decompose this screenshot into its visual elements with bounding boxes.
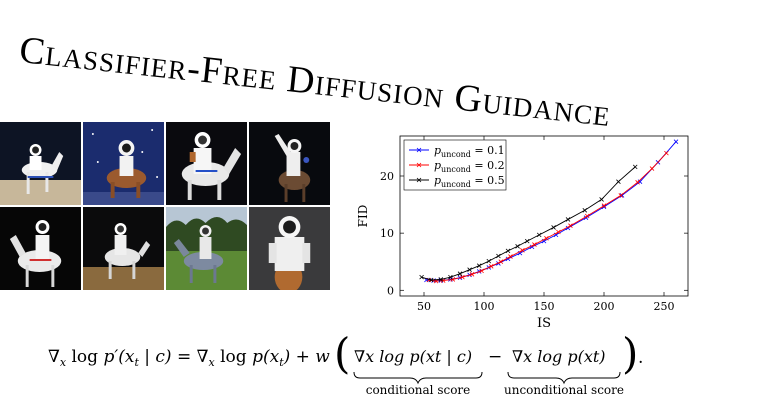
data-point: [460, 274, 465, 280]
unconditional-underbrace: [507, 371, 621, 385]
x-axis-label: IS: [537, 316, 551, 331]
legend-marker: [416, 147, 422, 153]
legend-label: puncond = 0.2: [434, 159, 505, 174]
data-point: [536, 232, 542, 238]
x-tick-label: 100: [474, 300, 495, 313]
sample-image: [83, 122, 164, 205]
data-point: [498, 259, 504, 264]
x-tick-label: 50: [417, 300, 431, 313]
data-point: [486, 258, 492, 264]
data-point: [632, 164, 638, 170]
formula-lhs: ∇x log p′(xt | c) = ∇x log p(xt) + w: [48, 347, 330, 369]
unconditional-score-label: unconditional score: [504, 383, 624, 397]
y-tick-label: 0: [387, 284, 394, 297]
data-point: [619, 193, 625, 198]
data-point: [565, 217, 571, 222]
data-point: [496, 253, 501, 259]
data-point: [618, 193, 624, 198]
data-point: [467, 267, 472, 272]
x-tick-label: 250: [654, 300, 675, 313]
data-point: [524, 238, 530, 244]
data-point: [582, 208, 588, 213]
data-point: [635, 180, 640, 185]
y-axis-label: FID: [356, 205, 370, 228]
data-point: [649, 166, 655, 171]
data-point: [428, 277, 434, 283]
data-point: [508, 254, 513, 259]
data-point: [551, 225, 556, 230]
right-paren: ): [622, 336, 638, 378]
minus-sign: −: [488, 347, 502, 367]
x-tick-label: 150: [534, 300, 555, 313]
y-tick-label: 20: [380, 170, 394, 183]
conditional-term: ∇x log p(xt | c): [354, 347, 472, 366]
sample-image: [249, 122, 330, 205]
data-point: [532, 242, 537, 247]
legend-label: puncond = 0.5: [434, 174, 505, 189]
data-point: [599, 197, 604, 202]
data-point: [664, 150, 669, 156]
data-point: [476, 263, 482, 268]
data-point: [616, 179, 621, 184]
left-paren: (: [334, 336, 350, 378]
legend-marker: [416, 162, 422, 168]
conditional-underbrace: [353, 371, 483, 385]
data-point: [584, 213, 590, 219]
data-point: [488, 264, 494, 269]
legend-marker: [416, 177, 422, 183]
data-point: [556, 229, 561, 235]
data-point: [601, 204, 607, 210]
data-point: [419, 274, 424, 280]
data-point: [469, 272, 475, 277]
sample-image-grid: [0, 122, 330, 290]
data-point: [601, 203, 607, 208]
x-tick-label: 200: [594, 300, 615, 313]
guidance-formula: ∇x log p′(xt | c) = ∇x log p(xt) + w ( ∇…: [48, 336, 643, 397]
data-point: [479, 268, 484, 274]
data-point: [568, 223, 573, 228]
sample-image: [0, 207, 81, 290]
data-point: [457, 271, 463, 276]
legend-label: puncond = 0.1: [434, 144, 505, 159]
y-tick-label: 10: [380, 227, 394, 240]
data-point: [448, 274, 453, 280]
data-point: [505, 248, 511, 254]
conditional-score-label: conditional score: [366, 383, 471, 397]
formula-period: .: [638, 348, 643, 368]
data-point: [544, 236, 549, 241]
data-point: [515, 244, 520, 249]
data-point: [438, 277, 444, 282]
sample-image: [166, 207, 247, 290]
unconditional-term: ∇x log p(xt): [512, 347, 606, 366]
sample-image: [249, 207, 330, 290]
data-point: [673, 139, 679, 144]
sample-image: [83, 207, 164, 290]
data-point: [520, 248, 525, 253]
sample-image: [166, 122, 247, 205]
sample-image: [0, 122, 81, 205]
